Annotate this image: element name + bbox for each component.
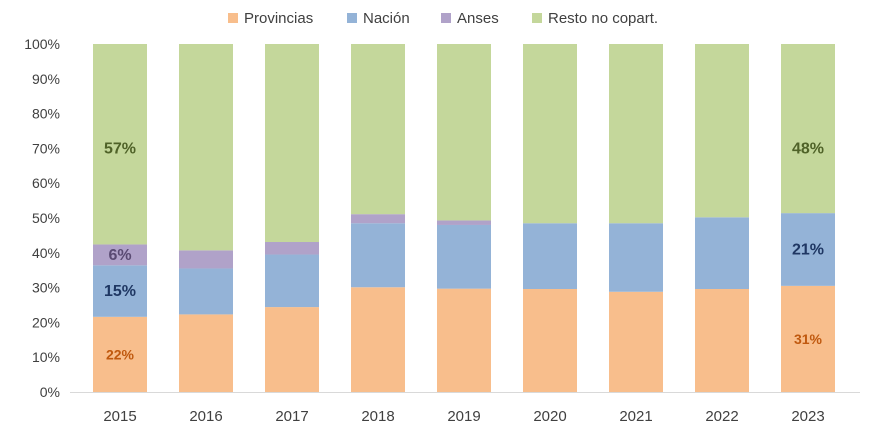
bar-segment-2017-resto-no-copart- — [265, 44, 319, 243]
bar-segment-2019-resto-no-copart- — [437, 44, 491, 221]
legend-swatch-2 — [441, 13, 451, 23]
y-tick-label: 60% — [32, 175, 60, 191]
bar-segment-2022-resto-no-copart- — [695, 44, 749, 218]
y-tick-label: 50% — [32, 210, 60, 226]
bar-segment-2020-resto-no-copart- — [523, 44, 577, 224]
bar-segment-2015-naci-n — [93, 265, 147, 317]
x-tick-label: 2018 — [361, 408, 394, 425]
bar-segment-2017-provincias — [265, 307, 319, 392]
bar-segment-2019-anses — [437, 220, 491, 225]
bar-segment-2017-anses — [265, 242, 319, 255]
data-label: 31% — [794, 331, 823, 347]
bar-segment-2019-naci-n — [437, 224, 491, 289]
x-tick-label: 2015 — [103, 408, 136, 425]
bar-segment-2018-resto-no-copart- — [351, 44, 405, 215]
legend-label: Nación — [363, 10, 410, 27]
bar-segment-2023-provincias — [781, 285, 835, 392]
x-tick-label: 2021 — [619, 408, 652, 425]
legend-swatch-1 — [347, 13, 357, 23]
x-tick-label: 2023 — [791, 408, 824, 425]
data-label: 21% — [792, 241, 824, 258]
bar-segment-2021-naci-n — [609, 223, 663, 292]
bar-segment-2016-provincias — [179, 314, 233, 392]
x-tick-label: 2019 — [447, 408, 480, 425]
legend-label: Provincias — [244, 10, 313, 27]
y-tick-label: 100% — [24, 36, 60, 52]
bar-segment-2022-naci-n — [695, 217, 749, 289]
data-label: 6% — [108, 247, 131, 264]
bar-segment-2021-resto-no-copart- — [609, 44, 663, 224]
bar-segment-2018-anses — [351, 214, 405, 224]
bar-segment-2016-anses — [179, 250, 233, 269]
y-tick-label: 20% — [32, 314, 60, 330]
y-tick-label: 10% — [32, 349, 60, 365]
bar-segment-2021-provincias — [609, 291, 663, 392]
data-label: 48% — [792, 140, 824, 157]
bar-segment-2017-naci-n — [265, 254, 319, 308]
y-tick-label: 80% — [32, 106, 60, 122]
legend-swatch-0 — [228, 13, 238, 23]
x-tick-label: 2020 — [533, 408, 566, 425]
y-tick-label: 70% — [32, 140, 60, 156]
bar-segment-2020-provincias — [523, 288, 577, 392]
y-tick-label: 0% — [40, 384, 60, 400]
bar-segment-2016-naci-n — [179, 268, 233, 315]
legend-swatch-3 — [532, 13, 542, 23]
bar-segment-2020-naci-n — [523, 223, 577, 289]
bar-segment-2018-provincias — [351, 287, 405, 392]
y-tick-label: 40% — [32, 245, 60, 261]
bar-segment-2023-naci-n — [781, 213, 835, 286]
bar-segment-2018-naci-n — [351, 223, 405, 288]
bar-segment-2023-resto-no-copart- — [781, 44, 835, 214]
bar-segment-2015-anses — [93, 244, 147, 266]
x-tick-label: 2016 — [189, 408, 222, 425]
y-tick-label: 30% — [32, 280, 60, 296]
x-tick-label: 2022 — [705, 408, 738, 425]
bar-segment-2015-provincias — [93, 316, 147, 392]
y-tick-label: 90% — [32, 71, 60, 87]
bar-segment-2019-provincias — [437, 288, 491, 392]
bar-segment-2015-resto-no-copart- — [93, 44, 147, 245]
data-label: 57% — [104, 140, 136, 157]
bar-segment-2022-provincias — [695, 288, 749, 392]
data-label: 15% — [104, 283, 136, 300]
legend-label: Resto no copart. — [548, 10, 658, 27]
legend-label: Anses — [457, 10, 499, 27]
x-tick-label: 2017 — [275, 408, 308, 425]
data-label: 22% — [106, 346, 135, 362]
bar-segment-2016-resto-no-copart- — [179, 44, 233, 251]
